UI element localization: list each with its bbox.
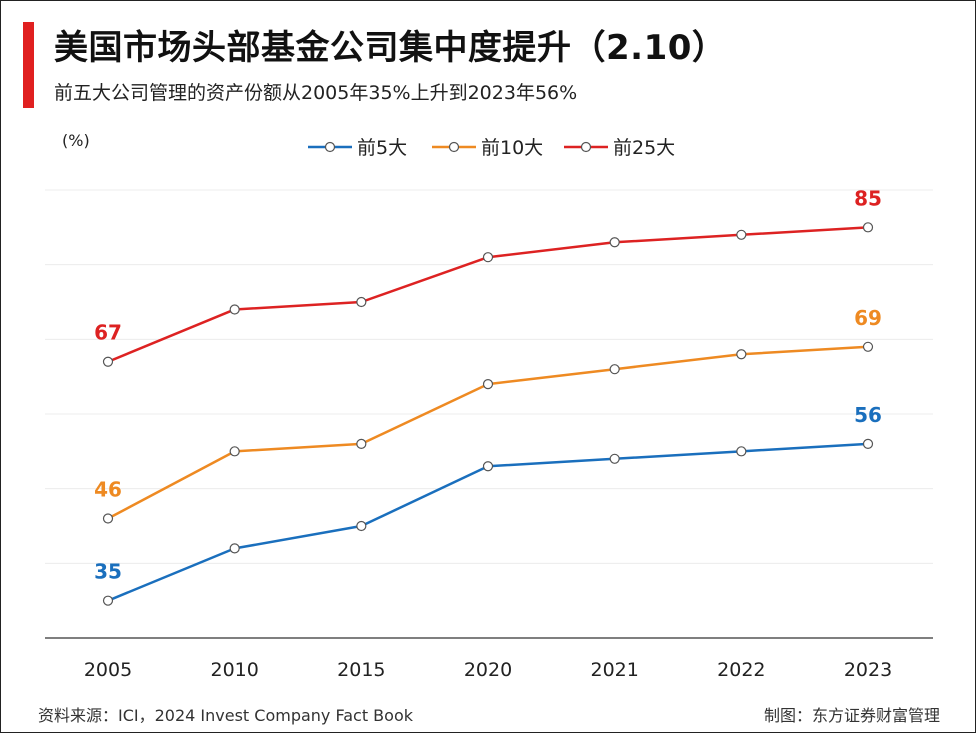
- x-tick-label: 2010: [210, 659, 258, 681]
- data-point: [736, 349, 747, 360]
- chart-title: 美国市场头部基金公司集中度提升（2.10）: [54, 28, 727, 68]
- data-point: [229, 446, 240, 457]
- data-label: 69: [854, 306, 882, 330]
- title-accent-bar: [23, 22, 34, 108]
- data-label: 67: [94, 321, 122, 345]
- series-line: [107, 226, 869, 363]
- legend: 前5大 前10大 前25大: [308, 137, 675, 159]
- legend-label: 前25大: [613, 137, 675, 159]
- data-point: [102, 513, 114, 524]
- data-point: [102, 595, 114, 606]
- data-point: [482, 379, 494, 390]
- x-tick-label: 2022: [717, 659, 765, 681]
- data-point: [609, 364, 620, 375]
- data-point: [482, 461, 494, 472]
- credit-note: 制图：东方证券财富管理: [763, 706, 940, 725]
- legend-label: 前5大: [357, 137, 407, 159]
- data-point: [102, 356, 114, 367]
- y-unit-label: (%): [62, 131, 90, 150]
- data-label: 56: [854, 403, 882, 427]
- data-point: [356, 438, 367, 449]
- x-tick-label: 2005: [84, 659, 132, 681]
- chart-subtitle: 前五大公司管理的资产份额从2005年35%上升到2023年56%: [54, 82, 578, 104]
- series-group: [102, 438, 874, 606]
- legend-label: 前10大: [481, 137, 543, 159]
- data-label: 85: [854, 186, 882, 210]
- data-point: [862, 341, 874, 352]
- data-point: [736, 229, 747, 240]
- x-tick-label: 2023: [844, 659, 892, 681]
- series-group: [102, 341, 874, 524]
- legend-item: 前5大: [308, 137, 407, 159]
- grid-lines: [45, 189, 933, 564]
- data-labels: 35 56 46 69 67 85: [94, 186, 882, 583]
- x-tick-labels: 2005 2010 2015 2020 2021 2022 2023: [84, 659, 892, 681]
- data-point: [609, 237, 620, 248]
- x-tick-label: 2020: [464, 659, 512, 681]
- data-point: [229, 543, 240, 554]
- data-point: [862, 222, 874, 233]
- data-point: [356, 520, 367, 532]
- series-line: [107, 345, 869, 520]
- source-note: 资料来源：ICI，2024 Invest Company Fact Book: [38, 706, 414, 725]
- legend-marker: [448, 141, 460, 153]
- data-point: [862, 438, 874, 449]
- legend-marker: [324, 141, 336, 153]
- legend-marker: [580, 141, 592, 153]
- data-point: [356, 296, 367, 308]
- legend-item: 前10大: [432, 137, 543, 159]
- series-lines: [102, 222, 874, 606]
- legend-item: 前25大: [564, 137, 675, 159]
- data-label: 35: [94, 560, 122, 584]
- data-point: [482, 252, 494, 263]
- data-label: 46: [94, 478, 122, 502]
- x-tick-label: 2021: [590, 659, 638, 681]
- x-tick-label: 2015: [337, 659, 385, 681]
- series-group: [102, 222, 874, 367]
- data-point: [736, 446, 747, 457]
- data-point: [609, 453, 620, 464]
- data-point: [229, 304, 240, 315]
